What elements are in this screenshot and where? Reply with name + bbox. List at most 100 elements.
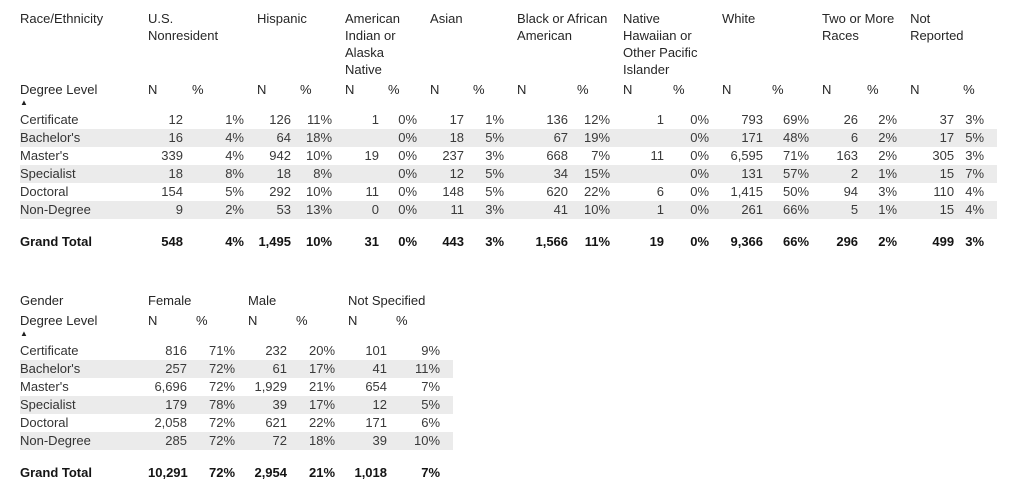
- subcolumn-header: %: [673, 82, 685, 97]
- cell-value: 0%: [398, 148, 418, 163]
- cell-value: 3%: [965, 148, 985, 163]
- column-group-header: Male: [248, 293, 277, 308]
- cell-value: 110: [933, 184, 955, 199]
- subcolumn-header: %: [577, 82, 589, 97]
- column-group-header: Native Hawaiian or Other Pacific Islande…: [623, 11, 698, 77]
- grand-total-value: 7%: [421, 464, 441, 480]
- column-group-header: Black or African American: [517, 11, 608, 43]
- cell-value: 3%: [473, 201, 518, 219]
- cell-value: 0%: [673, 201, 723, 219]
- column-group-header: Hispanic: [257, 11, 307, 26]
- subcolumn-header: N: [248, 313, 258, 328]
- subcolumn-header: N: [623, 82, 633, 97]
- grand-total-value: 1,566: [535, 233, 569, 249]
- cell-value: 94: [843, 184, 859, 199]
- grand-total-row: Grand Total 10,291 72% 2,954 21% 1,018 7%: [20, 463, 453, 482]
- row-label: Doctoral: [20, 415, 69, 430]
- cell-value: 1%: [867, 165, 911, 183]
- cell-value: 17%: [296, 396, 349, 414]
- cell-value: 8%: [192, 165, 257, 183]
- subcolumn-header: %: [772, 82, 784, 97]
- cell-value: 12: [168, 112, 183, 127]
- cell-value: 18: [257, 165, 300, 183]
- cell-value: 69%: [783, 112, 810, 127]
- column-group-header: White: [722, 11, 756, 26]
- grand-total-value: 3%: [485, 233, 505, 249]
- subcolumn-header: %: [192, 82, 204, 97]
- cell-value: 2: [822, 165, 868, 183]
- cell-value: 163: [836, 148, 859, 163]
- table-row: Doctoral 2,058 72% 621 22% 171 6%: [20, 414, 453, 432]
- subcolumn-header: %: [388, 82, 400, 97]
- subcolumn-header: N: [257, 82, 267, 97]
- cell-value: 942: [269, 148, 291, 163]
- cell-value: 179: [148, 396, 196, 414]
- subcolumn-header: %: [473, 82, 485, 97]
- cell-value: 7%: [963, 165, 998, 183]
- cell-value: 305: [932, 148, 955, 163]
- cell-value: 0%: [388, 201, 431, 219]
- cell-value: 67: [517, 129, 578, 147]
- table-row: Doctoral 154 5% 292 10% 11 0% 148 5% 620 22% 6 0% 1,4…: [20, 183, 997, 201]
- subcolumn-header: N: [148, 82, 158, 97]
- cell-value: 61: [248, 360, 297, 378]
- cell-value: 34: [517, 165, 578, 183]
- cell-value: 0: [345, 201, 389, 219]
- race-ethnicity-table: Race/Ethnicity U.S. Nonresident Hispanic Am…: [20, 8, 998, 251]
- cell-value: 11%: [306, 112, 333, 127]
- table-row: Certificate 12 1% 126 11% 1 0% 17 1% 136 12% 1 0% 793…: [20, 111, 997, 129]
- cell-value: 17: [910, 129, 964, 147]
- subcolumn-header: %: [396, 313, 408, 328]
- dimension-header: Race/Ethnicity: [20, 11, 104, 26]
- cell-value: 22%: [584, 184, 611, 199]
- cell-value: 3%: [485, 148, 505, 163]
- row-label: Non-Degree: [20, 432, 148, 450]
- cell-value: 20%: [308, 343, 336, 358]
- column-group-header: U.S. Nonresident: [148, 11, 219, 43]
- cell-value: 4%: [963, 201, 998, 219]
- cell-value: [623, 165, 674, 183]
- cell-value: 1%: [485, 112, 505, 127]
- cell-value: 2%: [878, 112, 898, 127]
- column-group-header: American Indian or Alaska Native: [345, 11, 400, 77]
- cell-value: 39: [248, 396, 297, 414]
- row-spacer: [20, 450, 454, 463]
- cell-value: 8%: [300, 165, 346, 183]
- cell-value: 5%: [473, 165, 518, 183]
- table-row: Bachelor's 257 72% 61 17% 41 11%: [20, 360, 454, 378]
- cell-value: 10%: [305, 184, 333, 199]
- cell-value: 39: [348, 432, 397, 450]
- cell-value: 12%: [584, 112, 611, 127]
- table-row: Certificate 816 71% 232 20% 101 9%: [20, 342, 453, 360]
- cell-value: 66%: [772, 201, 823, 219]
- table-row: Master's 339 4% 942 10% 19 0% 237 3% 668 7% 11 0% 6,5…: [20, 147, 997, 165]
- degree-level-sort-header[interactable]: Degree Level ▲: [20, 78, 148, 111]
- degree-level-sort-header[interactable]: Degree Level ▲: [20, 309, 148, 342]
- cell-value: [623, 129, 674, 147]
- cell-value: 1: [656, 112, 665, 127]
- cell-value: 72%: [196, 360, 249, 378]
- cell-value: 171: [365, 415, 388, 430]
- dimension-header: Gender: [20, 293, 64, 308]
- table-row: Non-Degree 9 2% 53 13% 0 0% 11 3% 41 10% 1 0% 261 66% 5…: [20, 201, 998, 219]
- subcolumn-header: N: [148, 313, 158, 328]
- sort-ascending-icon[interactable]: ▲: [20, 329, 28, 338]
- cell-value: 50%: [783, 184, 810, 199]
- sort-ascending-icon[interactable]: ▲: [20, 98, 28, 107]
- cell-value: 18: [148, 165, 192, 183]
- cell-value: 22%: [308, 415, 336, 430]
- grand-total-row: Grand Total 548 4% 1,495 10% 31 0% 443 3% 1,566 11…: [20, 232, 997, 251]
- grand-total-value: 4%: [225, 233, 244, 249]
- cell-value: 9%: [421, 343, 441, 358]
- cell-value: 64: [257, 129, 300, 147]
- cell-value: 72%: [196, 432, 249, 450]
- column-group-header: Not Reported: [910, 11, 964, 43]
- cell-value: 148: [442, 184, 465, 199]
- row-label: Doctoral: [20, 184, 69, 199]
- cell-value: 793: [741, 112, 764, 127]
- grand-total-value: 21%: [308, 464, 336, 480]
- subcolumn-header: %: [963, 82, 975, 97]
- row-dimension-label: Degree Level: [20, 82, 98, 97]
- cell-value: 19%: [577, 129, 624, 147]
